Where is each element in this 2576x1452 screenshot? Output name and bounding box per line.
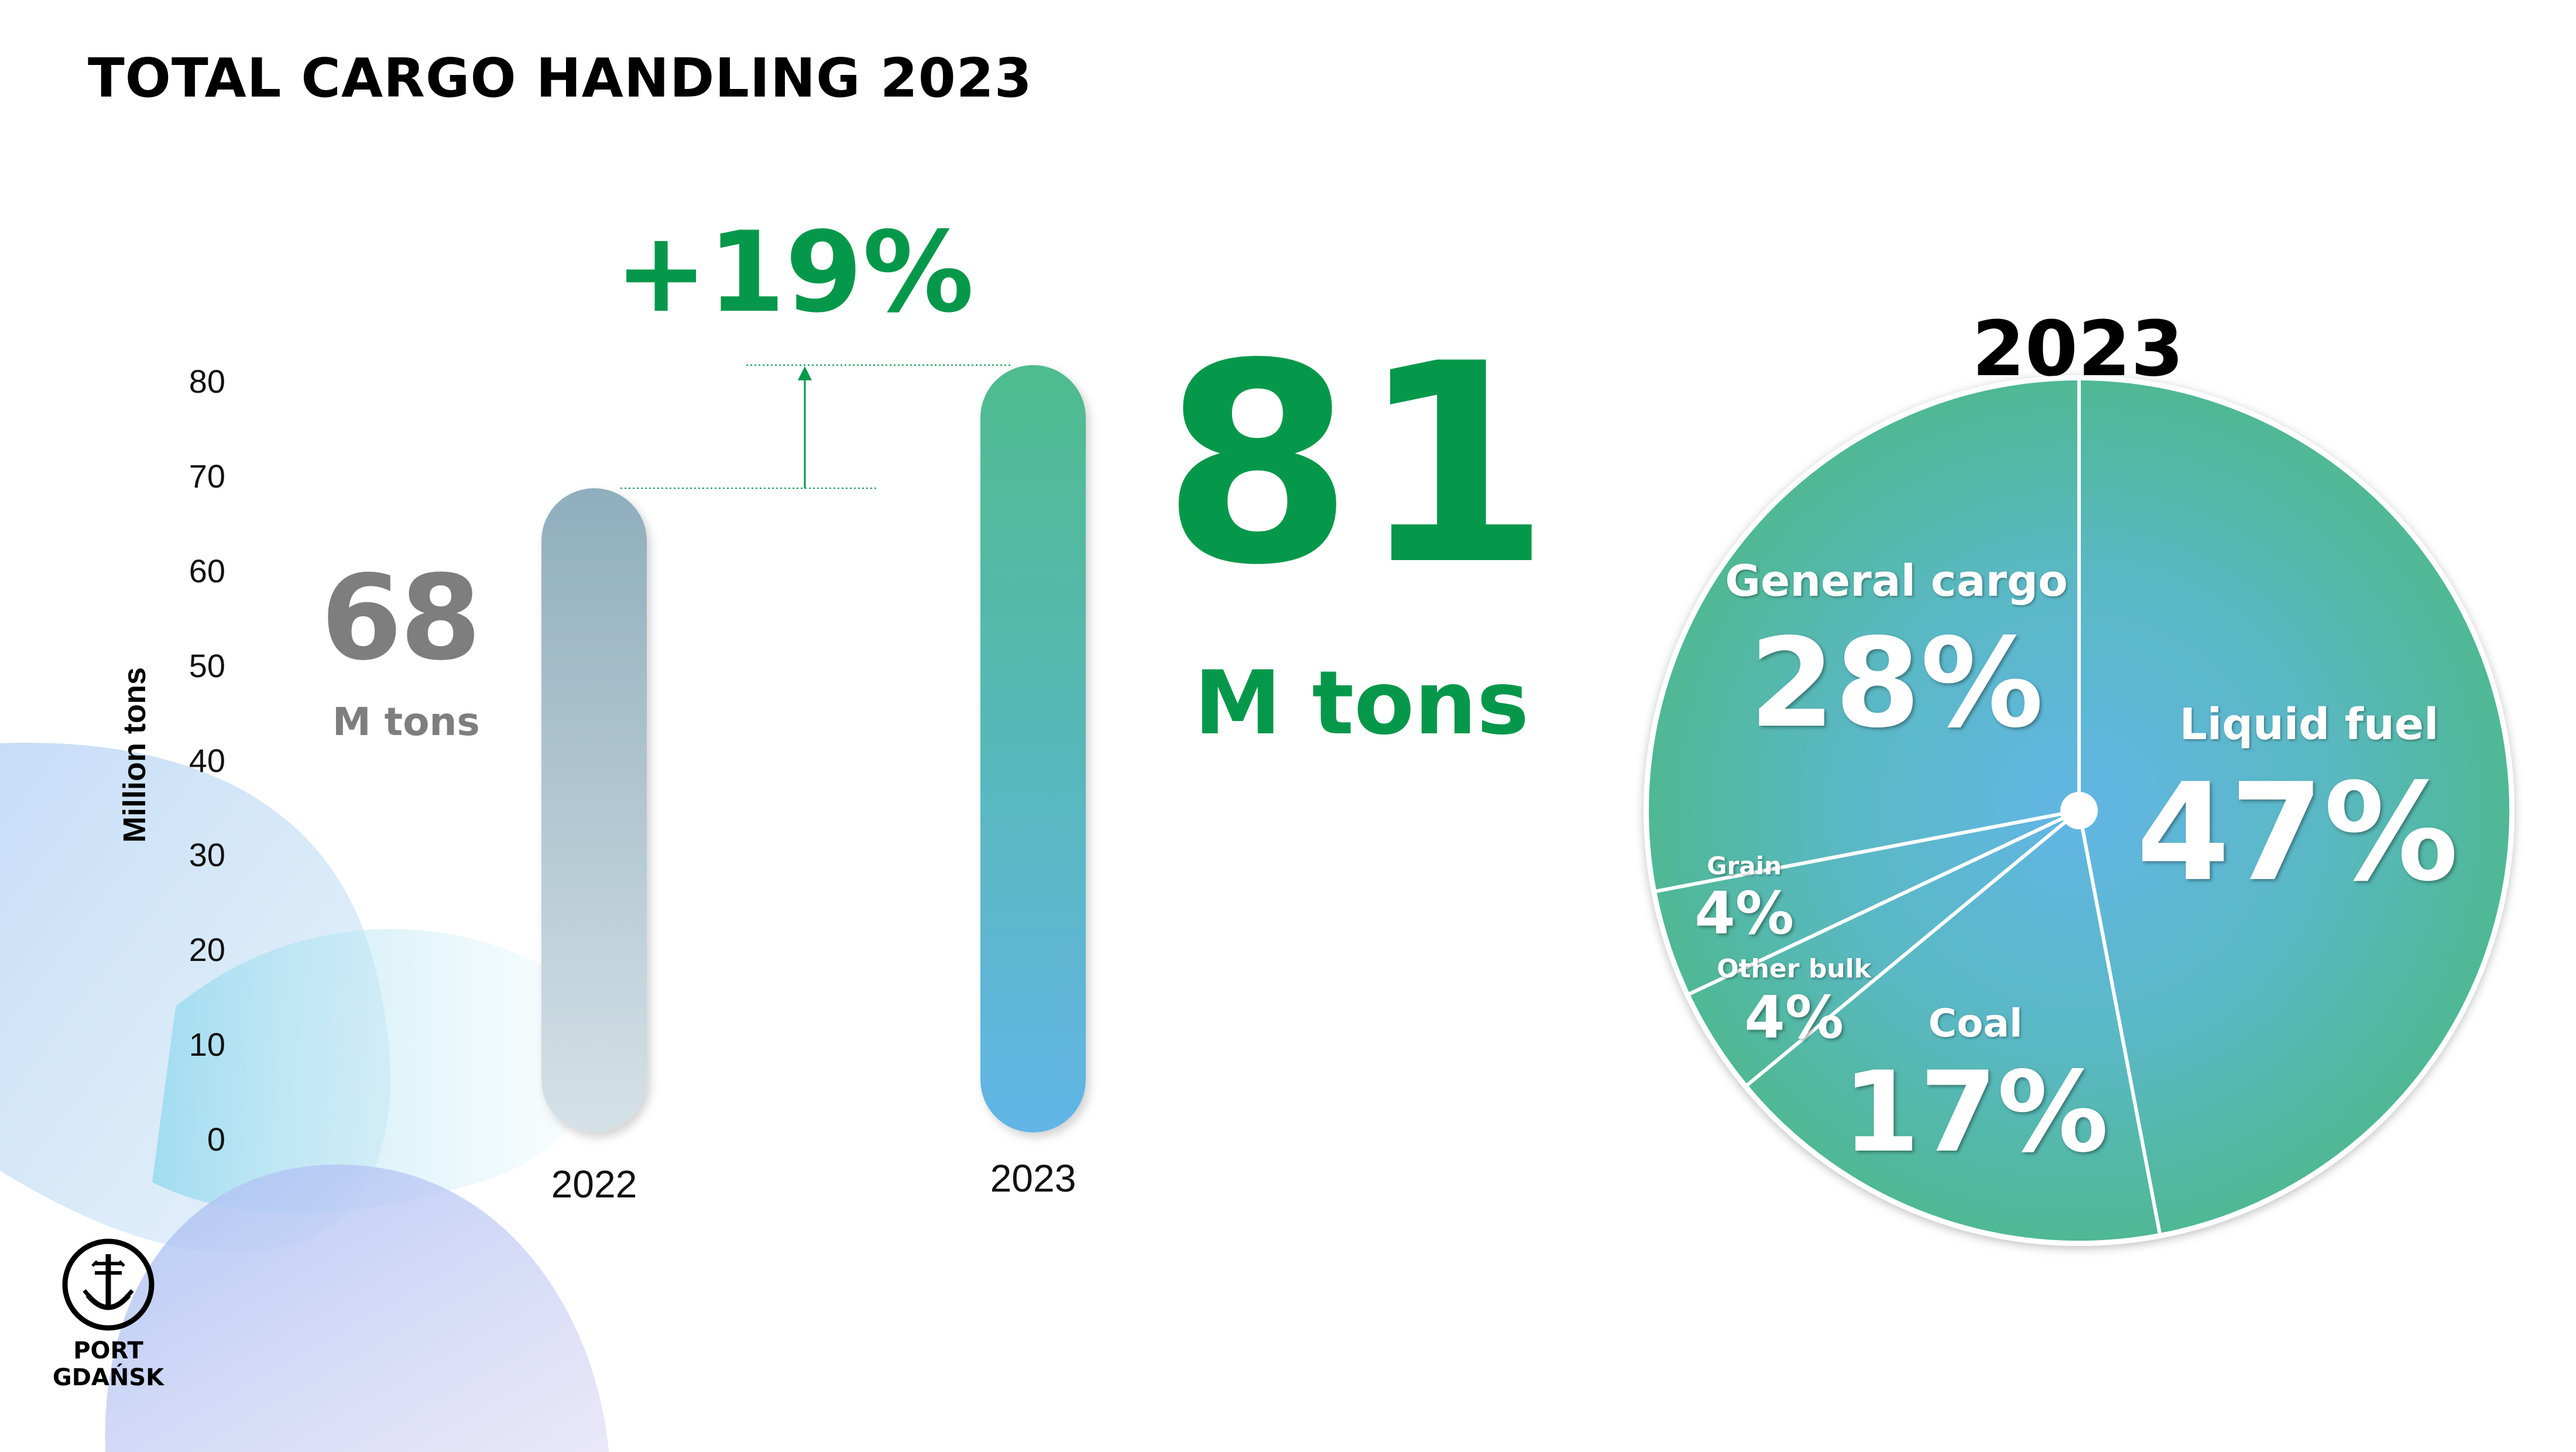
y-tick-label: 0 — [207, 1121, 225, 1158]
pie-slice-coal — [1744, 809, 2162, 1244]
pie-slice-percentage: 4% — [1695, 879, 1794, 948]
x-category-label: 2023 — [990, 1156, 1076, 1200]
y-tick-label: 40 — [188, 742, 225, 779]
blob-shape — [105, 1164, 609, 1452]
pie-slice-other-bulk — [1686, 809, 2081, 1088]
bar-2023 — [980, 365, 1086, 1132]
pie-slice-percentage: 47% — [2136, 755, 2459, 911]
unit-2022: M tons — [332, 699, 480, 744]
pie-slice-label: Liquid fuel — [2179, 699, 2439, 750]
increase-arrow-icon — [798, 366, 812, 380]
y-tick-label: 50 — [188, 647, 225, 684]
x-category-label: 2022 — [551, 1162, 637, 1206]
port-anchor-crown-icon — [62, 1238, 155, 1331]
y-tick-label: 60 — [188, 552, 225, 589]
bar-2022 — [541, 488, 647, 1132]
page-title: TOTAL CARGO HANDLING 2023 — [88, 47, 1033, 109]
pie-slice-liquid-fuel — [2077, 377, 2513, 1237]
logo-text: PORT GDAŃSK — [52, 1337, 164, 1391]
value-2023: 81 — [1162, 305, 1557, 625]
blob-shape — [152, 929, 607, 1213]
pie-slice-label: Grain — [1707, 852, 1782, 880]
pie-slice-percentage: 17% — [1842, 1048, 2109, 1177]
pie-center-dot — [2060, 792, 2098, 829]
y-tick-label: 30 — [188, 836, 225, 874]
pie-slice-grain — [1653, 809, 2081, 997]
y-tick-label: 70 — [188, 457, 225, 495]
port-gdansk-logo: PORT GDAŃSK — [50, 1238, 167, 1391]
pie-slice-general-cargo — [1645, 377, 2081, 894]
y-tick-label: 80 — [188, 363, 225, 400]
pie-slice-label: Coal — [1928, 1001, 2023, 1046]
unit-2023: M tons — [1194, 653, 1529, 754]
y-tick-label: 20 — [188, 931, 225, 969]
change-percentage: +19% — [615, 208, 974, 337]
pie-slice-label: Other bulk — [1717, 954, 1871, 984]
pie-slice-label: General cargo — [1725, 556, 2068, 606]
y-tick-label: 10 — [188, 1026, 225, 1063]
pie-slice-percentage: 4% — [1744, 983, 1844, 1052]
pie-slice-percentage: 28% — [1749, 612, 2044, 755]
value-2022: 68 — [321, 550, 481, 686]
